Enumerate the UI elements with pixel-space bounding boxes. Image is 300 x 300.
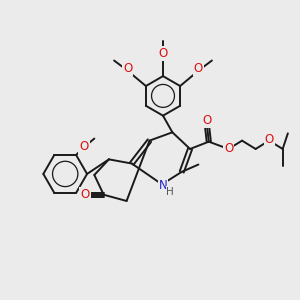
Text: O: O [202, 114, 211, 128]
Text: O: O [194, 62, 203, 75]
Text: N: N [159, 179, 167, 192]
Text: O: O [123, 62, 132, 75]
Text: O: O [265, 133, 274, 146]
Text: H: H [167, 187, 174, 196]
Text: O: O [158, 47, 168, 60]
Text: O: O [80, 188, 90, 201]
Text: O: O [224, 142, 233, 155]
Text: O: O [79, 140, 88, 153]
